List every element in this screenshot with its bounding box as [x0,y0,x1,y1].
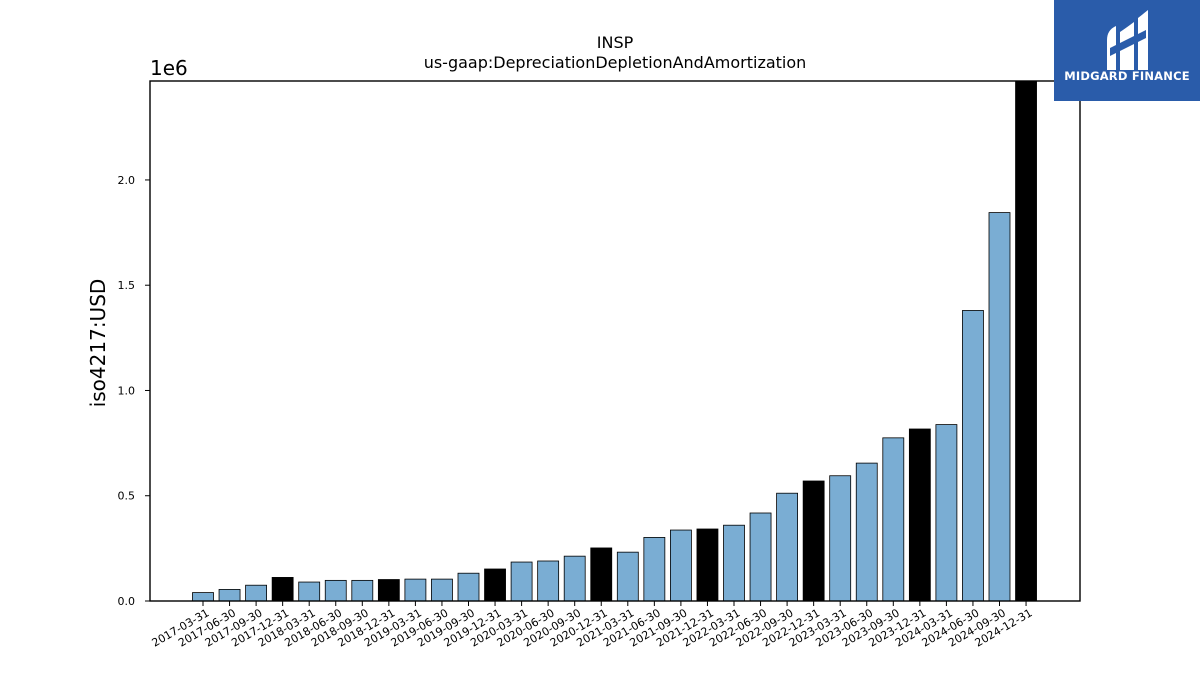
y-tick-label: 0.0 [118,595,136,608]
bar-2018-12-31 [377,579,400,602]
bar-2021-06-30 [643,537,666,602]
bar-2018-06-30 [324,579,347,602]
bar-2019-12-31 [484,568,506,602]
bar-2019-03-31 [404,578,427,602]
x-axis-ticks: 2017-03-312017-06-302017-09-302017-12-31… [150,601,1035,650]
y-tick-label: 1.5 [118,279,136,292]
bar-2022-03-31 [723,524,745,602]
bar-2017-03-31 [192,592,214,602]
bar-2019-06-30 [431,578,453,602]
brand-logo: MIDGARD FINANCE [1054,0,1200,101]
bars-group [192,80,1037,602]
midgard-logo-icon [1107,10,1148,70]
bar-2023-09-30 [882,437,905,602]
bar-2017-12-31 [271,577,294,602]
bar-2022-09-30 [776,492,798,602]
y-tick-label: 1.0 [118,384,136,397]
chart-subtitle: us-gaap:DepreciationDepletionAndAmortiza… [424,53,807,72]
y-tick-label: 2.0 [118,174,136,187]
bar-2020-03-31 [510,561,533,602]
bar-2024-09-30 [988,212,1011,602]
y-axis-ticks: 0.0 0.5 1.0 1.5 2.0 [118,174,150,608]
bar-2018-03-31 [298,581,321,602]
bar-2023-06-30 [855,462,878,602]
bar-2021-09-30 [670,529,692,602]
brand-name: MIDGARD FINANCE [1064,69,1190,83]
bar-2019-09-30 [457,572,480,602]
bar-2022-12-31 [802,480,825,602]
bar-2018-09-30 [351,579,374,602]
bar-2021-03-31 [616,551,639,602]
bar-2017-06-30 [218,589,241,602]
chart-title: INSP [597,33,634,52]
y-tick-label: 0.5 [118,490,136,503]
y-axis-multiplier: 1e6 [150,56,188,80]
bar-2023-03-31 [829,475,852,602]
bar-2020-06-30 [537,560,560,602]
plot-frame [149,80,1081,602]
bar-2021-12-31 [696,528,719,602]
bar-2024-03-31 [935,424,958,602]
bar-2022-06-30 [749,512,772,602]
bar-2020-09-30 [563,555,586,602]
bar-2024-06-30 [962,310,984,602]
bar-2020-12-31 [590,547,613,602]
bar-2023-12-31 [908,428,931,602]
bar-2024-12-31 [1015,80,1037,602]
y-axis-label: iso4217:USD [86,279,110,408]
bar-2017-09-30 [245,584,268,602]
